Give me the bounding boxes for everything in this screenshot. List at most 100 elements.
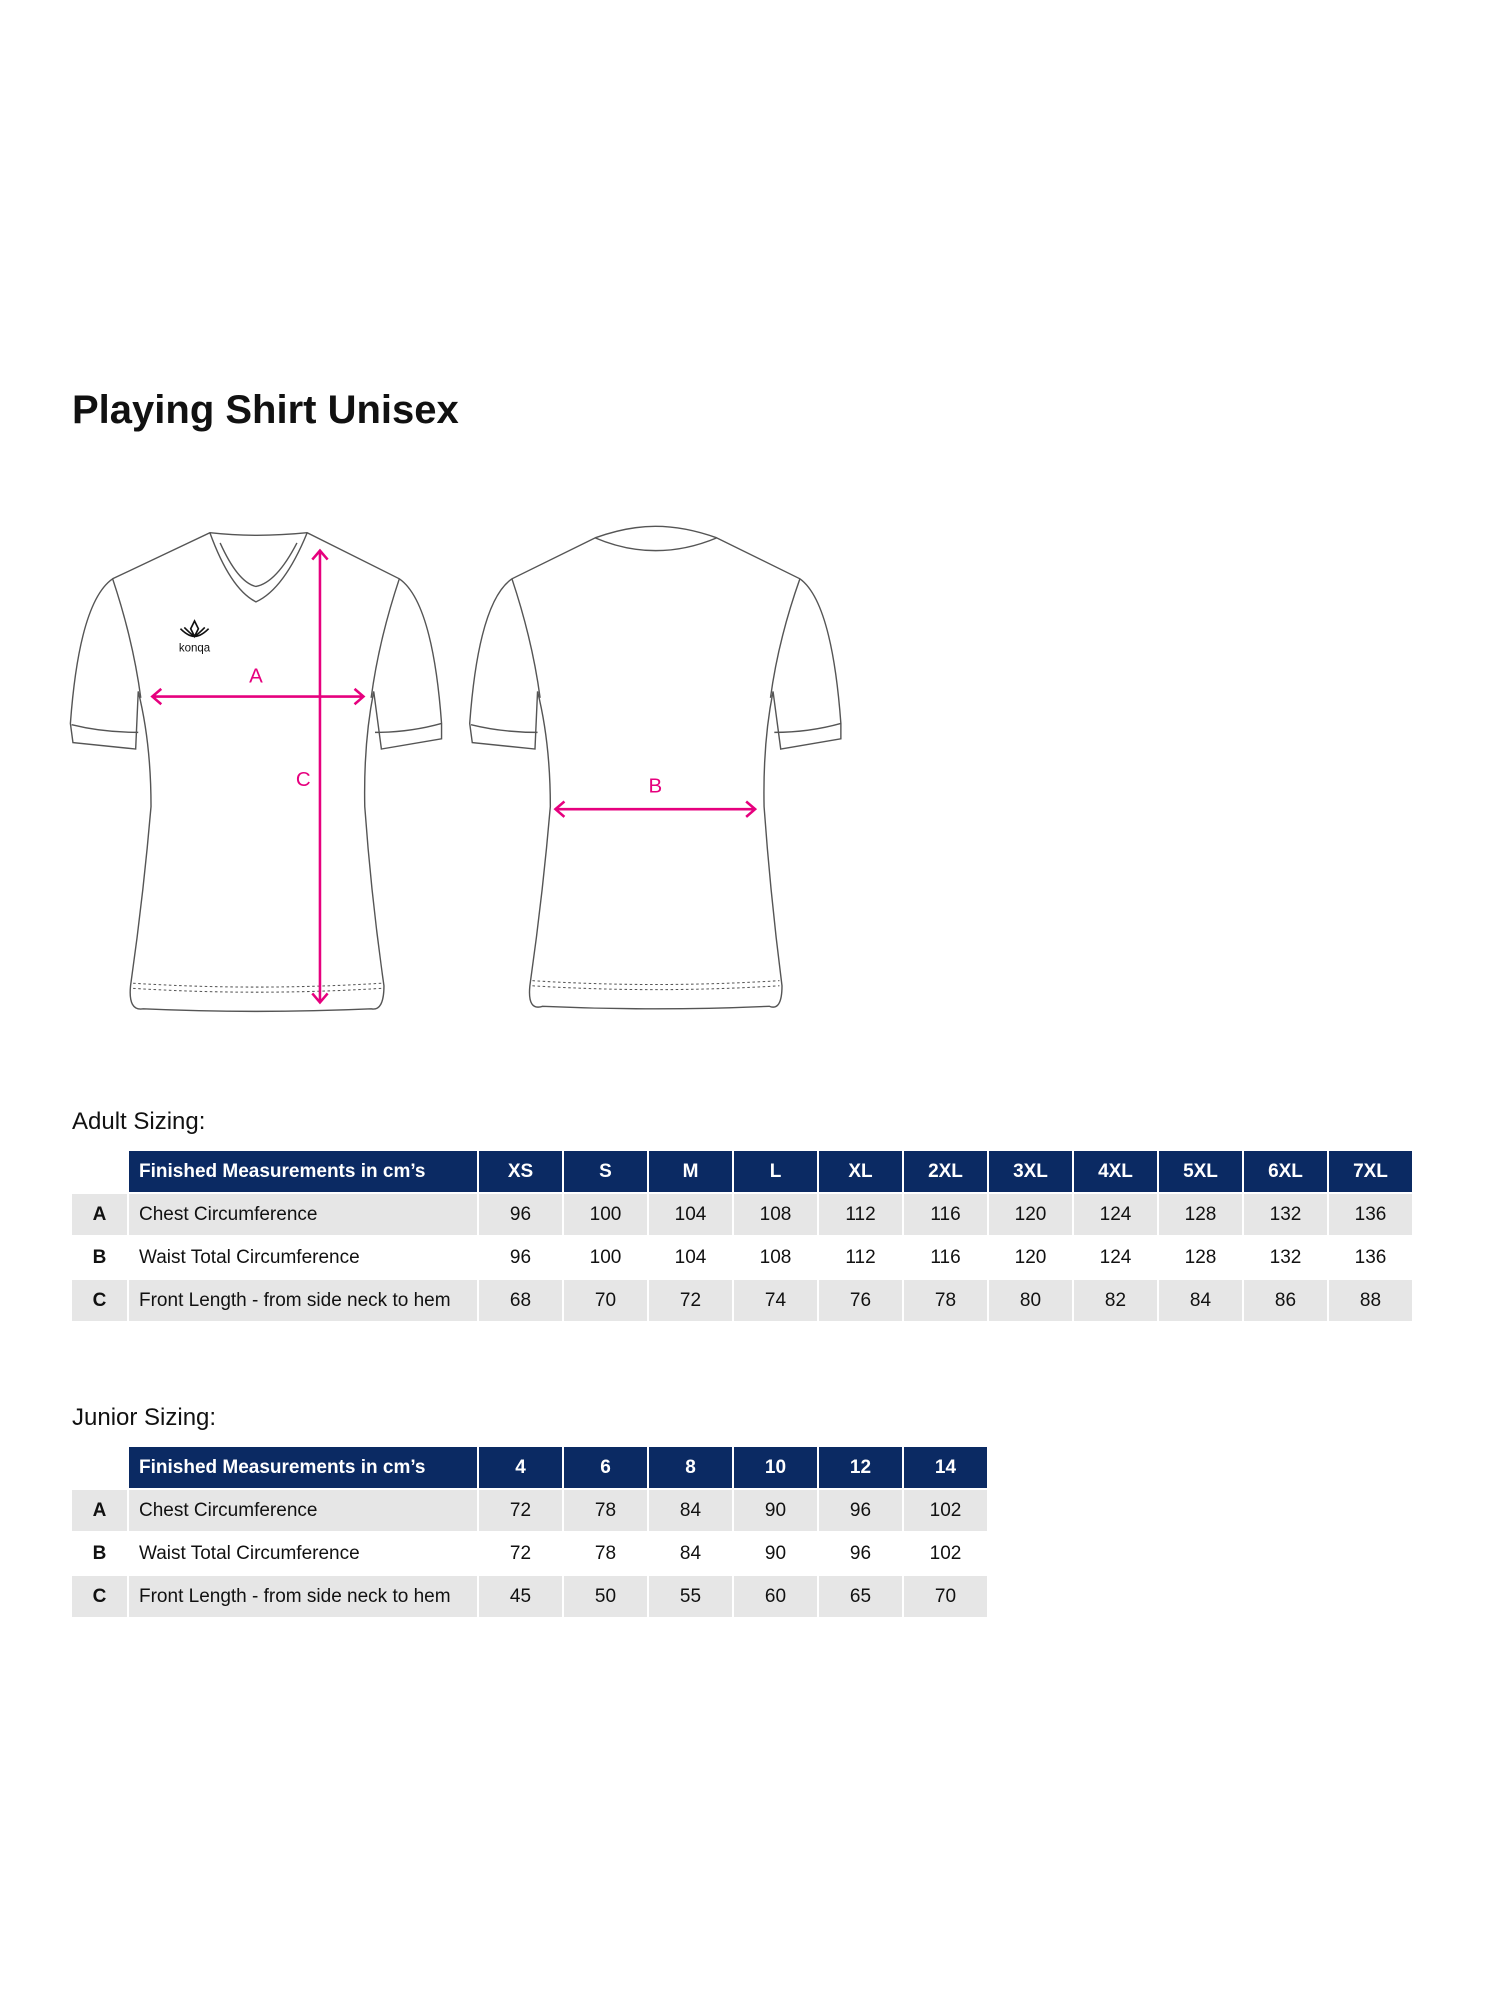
- size-header: XL: [819, 1151, 902, 1194]
- header-row: Finished Measurements in cm’s XS S M L XL 2XL 3…: [72, 1151, 1412, 1194]
- measurement-key: B: [72, 1237, 127, 1280]
- size-header: 8: [649, 1447, 732, 1490]
- measurement-value: 100: [564, 1237, 647, 1280]
- measurement-value: 82: [1074, 1280, 1157, 1323]
- measurement-value: 72: [479, 1490, 562, 1533]
- measurement-value: 80: [989, 1280, 1072, 1323]
- measurement-value: 78: [564, 1533, 647, 1576]
- measurement-value: 136: [1329, 1194, 1412, 1237]
- measurement-value: 84: [649, 1533, 732, 1576]
- measurement-value: 116: [904, 1237, 987, 1280]
- size-header: XS: [479, 1151, 562, 1194]
- measurement-name: Chest Circumference: [129, 1194, 477, 1237]
- measurement-value: 104: [649, 1237, 732, 1280]
- measurement-value: 86: [1244, 1280, 1327, 1323]
- size-header: 5XL: [1159, 1151, 1242, 1194]
- blank-header: [72, 1447, 127, 1490]
- size-header: L: [734, 1151, 817, 1194]
- measurement-value: 108: [734, 1237, 817, 1280]
- measurement-header: Finished Measurements in cm’s: [129, 1151, 477, 1194]
- measurement-name: Waist Total Circumference: [129, 1533, 477, 1576]
- size-header: 6: [564, 1447, 647, 1490]
- table-row: C Front Length - from side neck to hem 45 5…: [72, 1576, 987, 1619]
- measurement-name: Chest Circumference: [129, 1490, 477, 1533]
- konqa-logo: konqa: [179, 619, 211, 655]
- table-row: A Chest Circumference 72 78 84 90 96 102: [72, 1490, 987, 1533]
- table-row: A Chest Circumference 96 100 104 108 112 116 120…: [72, 1194, 1412, 1237]
- measurement-value: 96: [479, 1237, 562, 1280]
- waist-measure-arrow: [553, 800, 758, 818]
- size-header: 10: [734, 1447, 817, 1490]
- table-row: B Waist Total Circumference 72 78 84 90 96 102: [72, 1533, 987, 1576]
- measurement-value: 84: [1159, 1280, 1242, 1323]
- blank-header: [72, 1151, 127, 1194]
- adult-sizing-heading: Adult Sizing:: [72, 1108, 206, 1135]
- measurement-value: 116: [904, 1194, 987, 1237]
- size-header: 14: [904, 1447, 987, 1490]
- measurement-key: A: [72, 1194, 127, 1237]
- measurement-value: 132: [1244, 1194, 1327, 1237]
- length-measure-arrow: [311, 548, 329, 1005]
- measurement-key: C: [72, 1280, 127, 1323]
- measurement-value: 136: [1329, 1237, 1412, 1280]
- measurement-value: 128: [1159, 1194, 1242, 1237]
- measurement-value: 102: [904, 1533, 987, 1576]
- measurement-value: 104: [649, 1194, 732, 1237]
- measurement-value: 96: [819, 1533, 902, 1576]
- measurement-value: 120: [989, 1237, 1072, 1280]
- size-header: 4: [479, 1447, 562, 1490]
- measurement-value: 120: [989, 1194, 1072, 1237]
- measurement-value: 72: [649, 1280, 732, 1323]
- measurement-value: 45: [479, 1576, 562, 1619]
- measurement-value: 60: [734, 1576, 817, 1619]
- size-header: S: [564, 1151, 647, 1194]
- shirt-diagram: konqa A C B: [69, 525, 842, 1013]
- chest-measure-arrow: [150, 687, 366, 706]
- measurement-value: 78: [904, 1280, 987, 1323]
- measurement-value: 78: [564, 1490, 647, 1533]
- back-shirt-illustration: [469, 525, 842, 1010]
- label-b: B: [648, 775, 662, 798]
- measurement-value: 90: [734, 1490, 817, 1533]
- size-header: 3XL: [989, 1151, 1072, 1194]
- measurement-value: 108: [734, 1194, 817, 1237]
- size-header: 4XL: [1074, 1151, 1157, 1194]
- measurement-value: 90: [734, 1533, 817, 1576]
- measurement-value: 124: [1074, 1194, 1157, 1237]
- measurement-value: 96: [479, 1194, 562, 1237]
- size-header: 7XL: [1329, 1151, 1412, 1194]
- measurement-value: 128: [1159, 1237, 1242, 1280]
- junior-sizing-heading: Junior Sizing:: [72, 1404, 217, 1431]
- measurement-value: 96: [819, 1490, 902, 1533]
- measurement-value: 50: [564, 1576, 647, 1619]
- measurement-value: 102: [904, 1490, 987, 1533]
- svg-text:konqa: konqa: [179, 643, 211, 655]
- size-header: 6XL: [1244, 1151, 1327, 1194]
- measurement-value: 68: [479, 1280, 562, 1323]
- header-row: Finished Measurements in cm’s 4 6 8 10 12 14: [72, 1447, 987, 1490]
- measurement-value: 55: [649, 1576, 732, 1619]
- measurement-value: 65: [819, 1576, 902, 1619]
- measurement-name: Front Length - from side neck to hem: [129, 1280, 477, 1323]
- measurement-name: Waist Total Circumference: [129, 1237, 477, 1280]
- measurement-value: 100: [564, 1194, 647, 1237]
- page-title: Playing Shirt Unisex: [72, 388, 459, 432]
- measurement-value: 88: [1329, 1280, 1412, 1323]
- label-a: A: [249, 664, 263, 687]
- measurement-key: C: [72, 1576, 127, 1619]
- measurement-value: 72: [479, 1533, 562, 1576]
- label-c: C: [296, 768, 311, 791]
- measurement-value: 70: [904, 1576, 987, 1619]
- table-row: B Waist Total Circumference 96 100 104 108 112…: [72, 1237, 1412, 1280]
- measurement-value: 74: [734, 1280, 817, 1323]
- measurement-name: Front Length - from side neck to hem: [129, 1576, 477, 1619]
- table-row: C Front Length - from side neck to hem 68 7…: [72, 1280, 1412, 1323]
- measurement-value: 112: [819, 1194, 902, 1237]
- measurement-value: 84: [649, 1490, 732, 1533]
- size-header: 12: [819, 1447, 902, 1490]
- size-header: M: [649, 1151, 732, 1194]
- measurement-value: 76: [819, 1280, 902, 1323]
- adult-size-table: Finished Measurements in cm’s XS S M L XL 2XL 3…: [70, 1151, 1414, 1323]
- measurement-key: A: [72, 1490, 127, 1533]
- measurement-value: 70: [564, 1280, 647, 1323]
